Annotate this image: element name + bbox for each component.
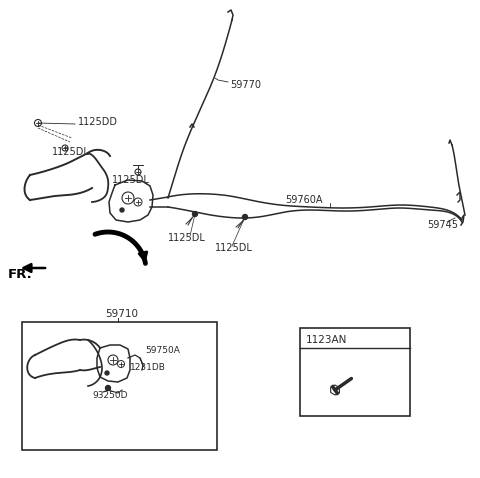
Text: 59750A: 59750A (145, 346, 180, 355)
Text: 1125DL: 1125DL (112, 175, 150, 185)
Text: 1125DL: 1125DL (215, 243, 253, 253)
Bar (22, 322, 217, 450)
Text: 59770: 59770 (230, 80, 261, 90)
Circle shape (120, 208, 124, 212)
Text: 1125DL: 1125DL (168, 233, 206, 243)
Circle shape (106, 385, 110, 391)
Circle shape (242, 215, 248, 219)
Text: FR.: FR. (8, 268, 33, 281)
Text: 59745: 59745 (427, 220, 458, 230)
Circle shape (192, 211, 197, 217)
Text: 93250D: 93250D (92, 391, 128, 400)
Text: 59760A: 59760A (285, 195, 323, 205)
Text: 1231DB: 1231DB (130, 363, 166, 372)
Bar (300, 328, 410, 416)
Circle shape (105, 371, 109, 375)
Text: 59710: 59710 (105, 309, 138, 319)
Text: 1125DD: 1125DD (78, 117, 118, 127)
Text: 1123AN: 1123AN (306, 335, 348, 345)
Text: 1125DL: 1125DL (52, 147, 90, 157)
